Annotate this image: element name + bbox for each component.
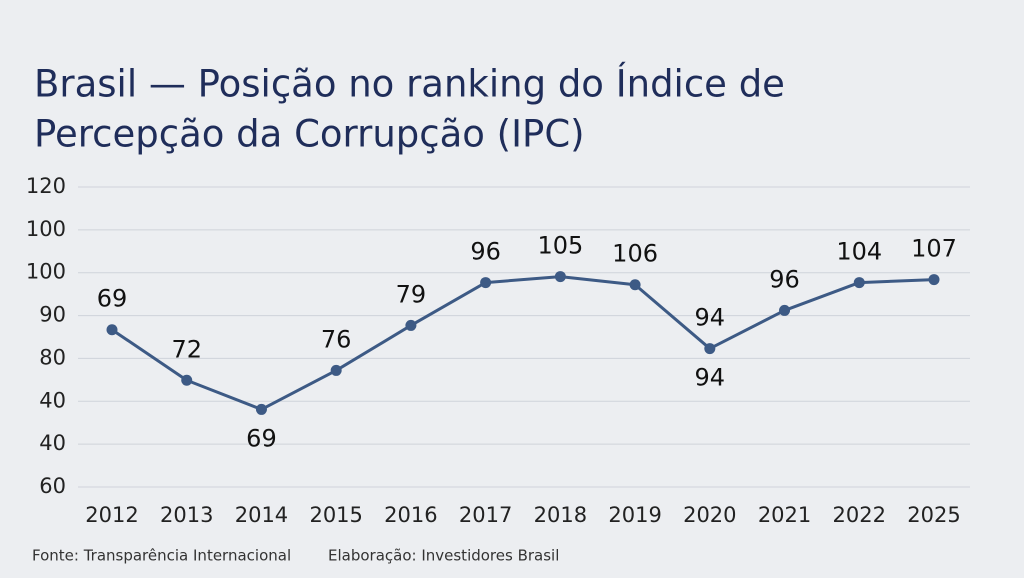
x-tick-label: 2020 [683, 503, 736, 527]
point-label: 72 [171, 335, 202, 363]
point-label: 79 [396, 280, 427, 308]
point-label: 106 [612, 240, 658, 268]
x-tick-label: 2018 [534, 503, 587, 527]
chart-title: Percepção da Corrupção (IPC) [34, 113, 585, 156]
point-label: 94 [695, 304, 726, 332]
point-label: 76 [321, 325, 352, 353]
point-label: 69 [97, 285, 128, 313]
data-point [629, 279, 641, 291]
point-label: 107 [911, 235, 957, 263]
y-tick-label: 40 [39, 431, 66, 455]
point-label: 96 [470, 238, 501, 266]
data-point [330, 364, 342, 376]
y-tick-label: 80 [39, 345, 66, 369]
y-tick-label: 90 [39, 303, 66, 327]
x-tick-label: 2015 [309, 503, 362, 527]
data-point [181, 374, 193, 386]
data-point [554, 271, 566, 283]
data-point [928, 274, 940, 286]
point-label: 105 [537, 232, 583, 260]
data-line [111, 275, 935, 411]
source: Fonte: Transparência Internacional [32, 547, 291, 565]
data-point [405, 319, 417, 331]
y-tick-label: 60 [39, 474, 66, 498]
data-point [480, 277, 492, 289]
point-label: 94 [695, 364, 726, 392]
point-label: 96 [769, 265, 800, 293]
credit: Elaboração: Investidores Brasil [328, 547, 559, 565]
x-tick-label: 2019 [608, 503, 661, 527]
x-tick-label: 2017 [459, 503, 512, 527]
data-point [779, 304, 791, 316]
data-point [853, 277, 865, 289]
point-label: 104 [836, 238, 882, 266]
y-tick-label: 40 [39, 388, 66, 412]
y-tick-label: 120 [26, 174, 66, 198]
data-point [106, 324, 118, 336]
x-tick-label: 2014 [235, 503, 288, 527]
x-tick-label: 2013 [160, 503, 213, 527]
x-tick-label: 2021 [758, 503, 811, 527]
x-tick-label: 2016 [384, 503, 437, 527]
data-point [255, 403, 267, 415]
data-point [704, 343, 716, 355]
point-label: 69 [246, 424, 277, 452]
x-tick-label: 2012 [85, 503, 138, 527]
y-tick-label: 100 [26, 260, 66, 284]
x-tick-label: 2022 [833, 503, 886, 527]
x-tick-label: 2025 [907, 503, 960, 527]
chart-title: Brasil — Posição no ranking do Índice de [34, 62, 785, 106]
y-tick-label: 100 [26, 217, 66, 241]
